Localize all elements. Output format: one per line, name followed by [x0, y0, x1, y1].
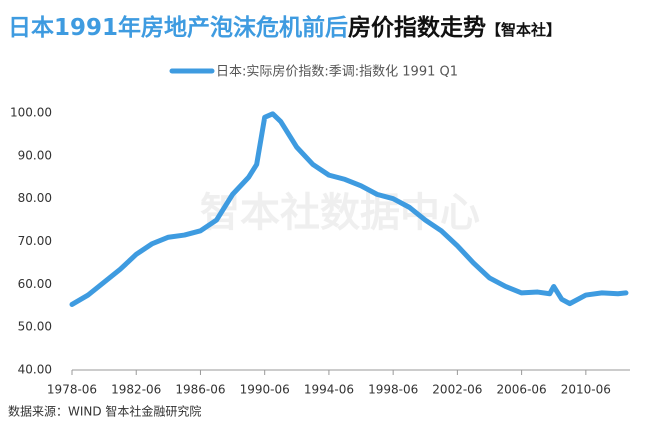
x-tick-label: 1982-06 — [111, 383, 161, 397]
source: 数据来源：WIND 智本社金融研究院 — [8, 404, 201, 419]
y-tick-label: 50.00 — [18, 320, 52, 334]
y-tick-label: 60.00 — [18, 277, 52, 291]
x-tick-label: 1994-06 — [304, 383, 354, 397]
x-tick-label: 1986-06 — [175, 383, 225, 397]
x-tick-label: 2002-06 — [432, 383, 482, 397]
y-tick-label: 40.00 — [18, 363, 52, 377]
y-tick-label: 90.00 — [18, 148, 52, 162]
x-tick-label: 1990-06 — [240, 383, 290, 397]
y-tick-label: 70.00 — [18, 234, 52, 248]
y-tick-label: 100.00 — [10, 106, 52, 120]
x-tick-label: 1998-06 — [368, 383, 418, 397]
x-tick-label: 2010-06 — [561, 383, 611, 397]
y-tick-label: 80.00 — [18, 191, 52, 205]
x-tick-label: 1978-06 — [47, 383, 97, 397]
x-tick-label: 2006-06 — [497, 383, 547, 397]
legend-label: 日本:实际房价指数:季调:指数化 1991 Q1 — [216, 64, 458, 80]
chart-title: 日本1991年房地产泡沫危机前后房价指数走势【智本社】 — [8, 14, 561, 41]
line — [69, 111, 629, 307]
